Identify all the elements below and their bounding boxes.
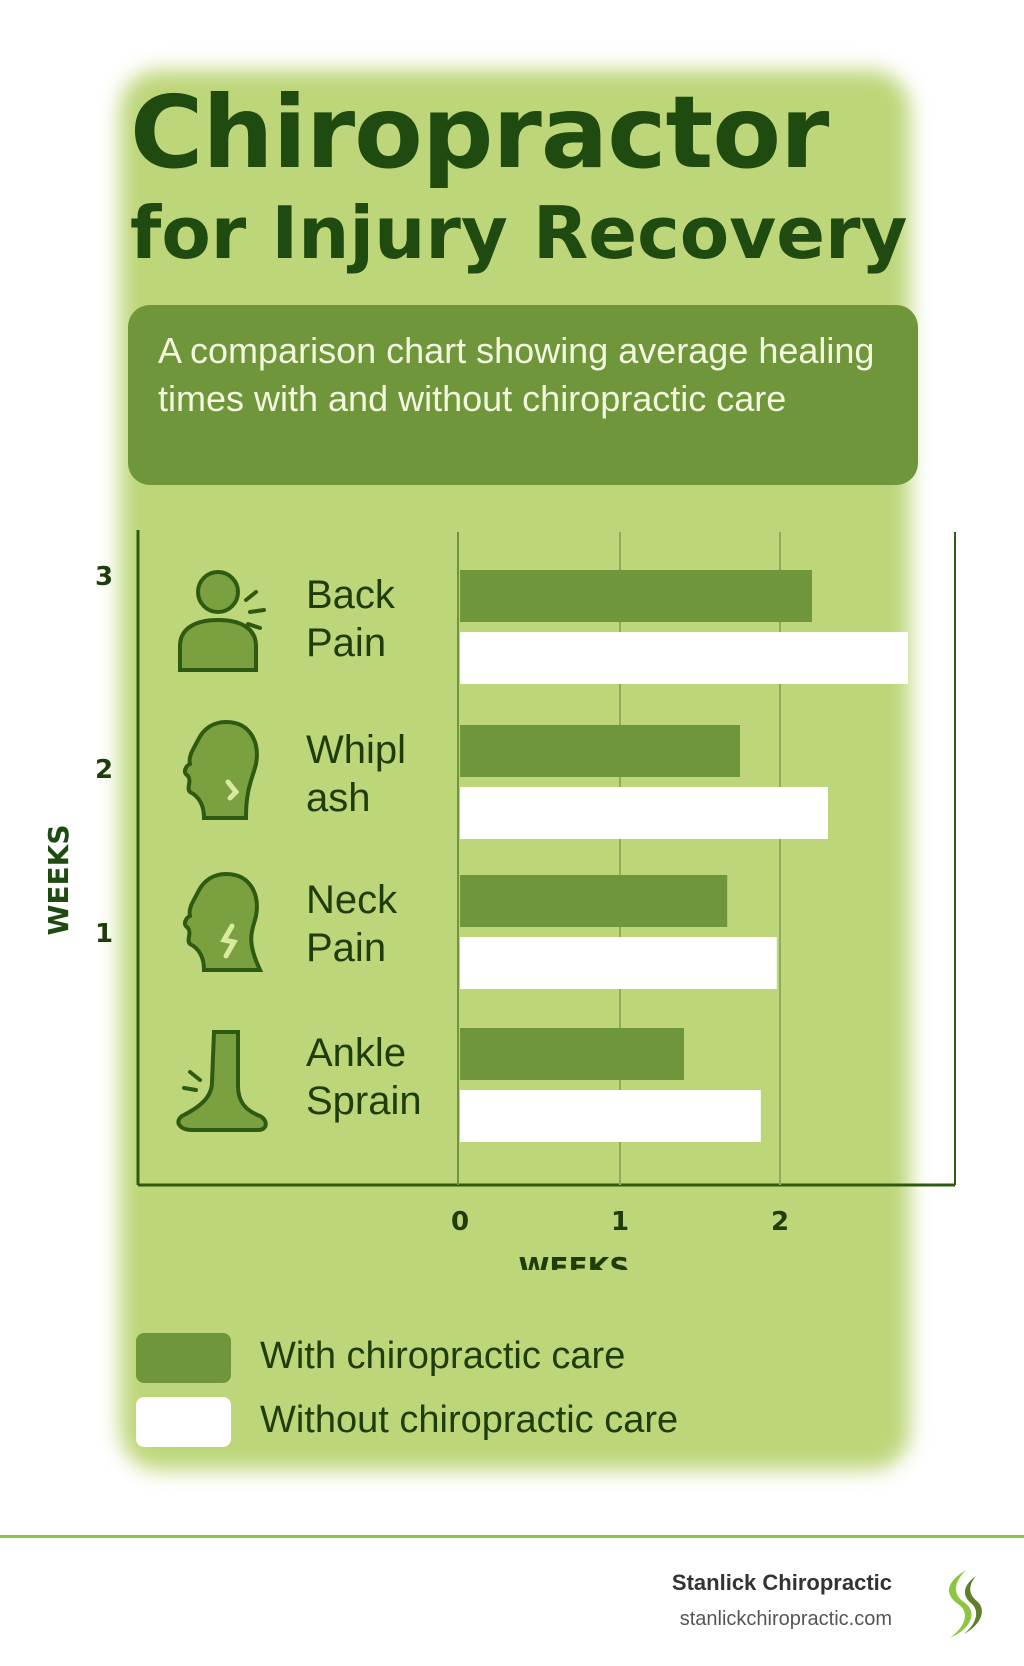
category-label: Pain	[306, 926, 386, 970]
category-label: Sprain	[306, 1079, 422, 1123]
bar-without-care	[460, 787, 828, 839]
category-label: ash	[306, 776, 371, 820]
legend-swatch-with	[136, 1333, 231, 1383]
brand-logo-icon	[948, 1570, 982, 1638]
ankle-sprain-icon	[176, 1030, 268, 1132]
subtitle-box: A comparison chart showing average heali…	[128, 305, 918, 485]
brand-url[interactable]: stanlickchiropractic.com	[679, 1608, 892, 1630]
y-tick-label: 3	[95, 562, 113, 592]
title-line-1: Chiropractor	[130, 74, 829, 191]
bar-without-care	[460, 632, 908, 684]
title-line-2: for Injury Recovery	[130, 191, 908, 275]
x-tick-label: 2	[771, 1207, 789, 1237]
neck-pain-icon	[182, 871, 264, 972]
bar-with-care	[460, 570, 812, 622]
y-axis-title: WEEKS	[42, 824, 75, 935]
x-axis-title: WEEKS	[518, 1251, 629, 1270]
page-title: Chiropractor for Injury Recovery	[130, 78, 910, 276]
brand-name: Stanlick Chiropractic	[671, 1570, 892, 1595]
category-label: Ankle	[306, 1031, 406, 1075]
category-label: Back	[306, 573, 396, 617]
bar-without-care	[460, 937, 777, 989]
y-tick-label: 2	[95, 755, 113, 785]
x-tick-label: 0	[451, 1207, 469, 1237]
back-pain-icon	[178, 570, 266, 672]
bar-without-care	[460, 1090, 761, 1142]
legend-label-without: Without chiropractic care	[260, 1399, 679, 1441]
legend-label-with: With chiropractic care	[260, 1335, 626, 1377]
bar-with-care	[460, 725, 740, 777]
bar-with-care	[460, 1028, 684, 1080]
category-label: Pain	[306, 621, 386, 665]
footer-divider	[0, 1535, 1024, 1538]
category-label: Whipl	[306, 728, 406, 772]
category-label: Neck	[306, 878, 398, 922]
healing-time-chart: BackPainWhiplashNeckPainAnkleSprain321WE…	[42, 530, 956, 1270]
x-tick-label: 1	[611, 1207, 629, 1237]
bar-with-care	[460, 875, 728, 927]
infographic: Chiropractor for Injury Recovery A compa…	[42, 70, 956, 1470]
y-tick-label: 1	[95, 919, 113, 949]
subtitle: A comparison chart showing average heali…	[158, 330, 875, 419]
whiplash-icon	[182, 719, 259, 820]
legend-swatch-without	[136, 1397, 231, 1447]
